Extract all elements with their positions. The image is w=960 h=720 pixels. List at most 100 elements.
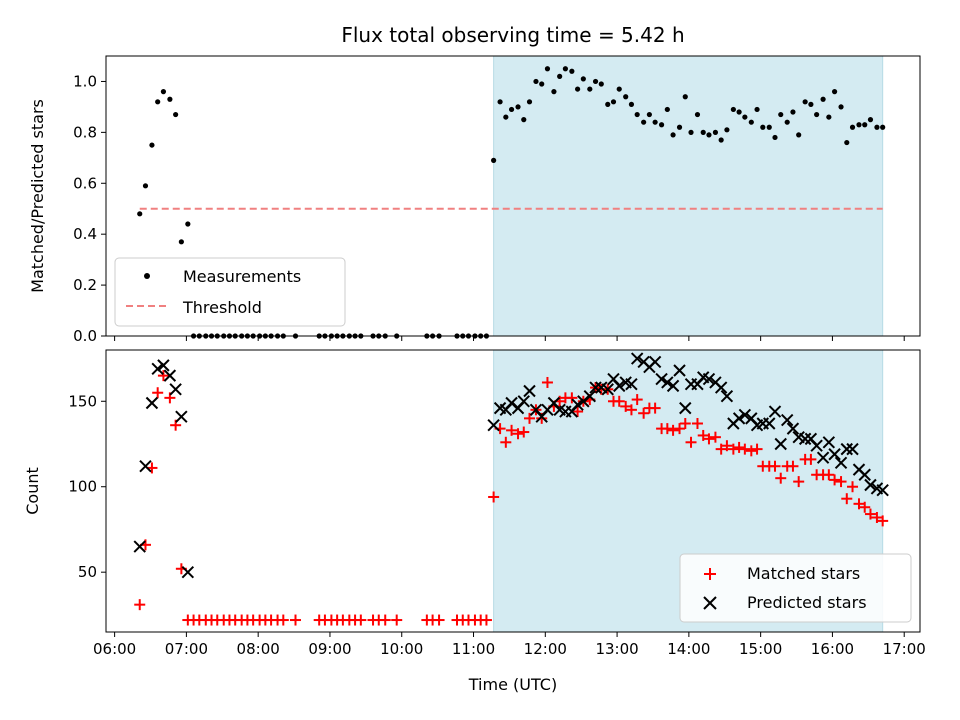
matched-star-point (864, 508, 876, 520)
top-panel-frame (105, 55, 921, 337)
measurement-point (137, 211, 143, 217)
predicted-star-point (661, 376, 674, 389)
predicted-star-point (840, 442, 853, 456)
matched-star-point (625, 404, 637, 416)
predicted-star-point (157, 359, 170, 372)
measurement-point (562, 66, 569, 72)
measurement-point (766, 124, 772, 130)
xtick-label: 08:00 (237, 640, 280, 658)
predicted-star-point (666, 379, 680, 393)
matched-star-point (775, 472, 787, 484)
predicted-star-point (858, 468, 871, 481)
measurement-point (658, 122, 665, 128)
measurement-point (682, 94, 688, 100)
measurement-point (849, 124, 856, 130)
predicted-star-point (169, 383, 182, 396)
matched-star-point (620, 400, 632, 412)
matched-star-point (787, 460, 799, 472)
measurement-point (831, 89, 838, 95)
predicted-star-point (145, 396, 159, 410)
measurement-point (598, 81, 604, 87)
measurement-point (784, 119, 790, 125)
matched-star-point (391, 614, 403, 626)
measurement-point (623, 94, 629, 100)
xtick-label: 16:00 (811, 640, 854, 658)
measurement-point (688, 129, 694, 135)
measurement-point (149, 142, 155, 148)
legend-matched-marker (704, 568, 716, 580)
measurement-point (748, 119, 754, 125)
measurement-point (790, 109, 796, 115)
predicted-star-point (175, 410, 188, 423)
top-ytick-label: 0.0 (73, 327, 97, 345)
measurement-point (814, 111, 820, 118)
top-ytick-label: 0.2 (73, 276, 97, 294)
matched-star-point (649, 402, 661, 414)
measurement-point (155, 99, 161, 105)
measurement-point (867, 117, 874, 123)
matched-star-point (829, 474, 841, 486)
predicted-star-point (655, 372, 668, 386)
measurement-point (760, 124, 766, 130)
top-legend: Measurements Threshold (114, 257, 346, 327)
matched-star-point (157, 370, 169, 382)
matched-star-point (679, 417, 691, 429)
top-y-axis-label: Matched/Predicted stars (28, 99, 47, 293)
matched-star-point (859, 501, 871, 513)
matched-star-point (877, 515, 889, 527)
matched-star-point (853, 498, 865, 510)
predicted-star-point (517, 395, 530, 408)
chart-title: Flux total observing time = 5.42 h (341, 23, 684, 47)
matched-star-point (835, 476, 847, 488)
matched-star-point (715, 443, 727, 455)
predicted-star-point (720, 389, 734, 403)
bot-ytick-label: 100 (68, 478, 97, 496)
measurement-point (592, 78, 599, 85)
predicted-star-point (763, 417, 776, 430)
matched-star-point (638, 407, 650, 419)
xtick-label: 11:00 (452, 640, 495, 658)
measurement-point (580, 76, 586, 82)
measurement-point (569, 68, 575, 74)
matched-star-point (506, 424, 518, 436)
matched-star-point (572, 406, 584, 418)
measurement-point (838, 104, 844, 110)
measurement-point (508, 106, 515, 113)
predicted-star-point (523, 384, 536, 398)
bottom-legend-box (679, 553, 912, 623)
measurement-point (772, 134, 778, 141)
bottom-y-axis-label: Count (23, 467, 42, 515)
measurement-point (616, 86, 622, 92)
predicted-star-point (487, 418, 500, 432)
predicted-star-point (786, 422, 800, 435)
matched-star-point (667, 424, 679, 436)
matched-star-point (703, 433, 715, 445)
measurement-point (670, 132, 676, 138)
predicted-star-point (630, 352, 644, 365)
bottom-legend: Matched stars Predicted stars (679, 553, 912, 623)
predicted-star-point (816, 451, 830, 464)
matched-star-point (697, 429, 709, 441)
top-ytick-label: 0.8 (73, 123, 97, 141)
matched-star-point (541, 376, 553, 388)
predicted-star-point (601, 383, 614, 396)
measurement-point (742, 114, 748, 120)
matched-star-point (823, 469, 835, 481)
matched-star-point (524, 412, 536, 424)
legend-predicted-marker (703, 596, 717, 610)
matched-star-point (847, 481, 859, 493)
predicted-star-point (810, 439, 823, 452)
legend-predicted-label: Predicted stars (747, 593, 867, 612)
predicted-star-point (589, 381, 602, 394)
measurement-point (844, 139, 850, 146)
measurement-point (694, 111, 701, 118)
measurement-point (652, 119, 658, 125)
measurement-point (676, 124, 683, 130)
matched-star-point (631, 394, 643, 406)
bottom-panel: 50 100 150 06:00 07:00 08:00 09:00 10:00 11:00 1… (23, 349, 926, 694)
measurement-point (874, 124, 880, 130)
measurement-point (706, 132, 712, 138)
legend-measurements-marker (144, 273, 150, 279)
predicted-star-point (876, 483, 889, 497)
bottom-panel-frame (105, 349, 921, 633)
